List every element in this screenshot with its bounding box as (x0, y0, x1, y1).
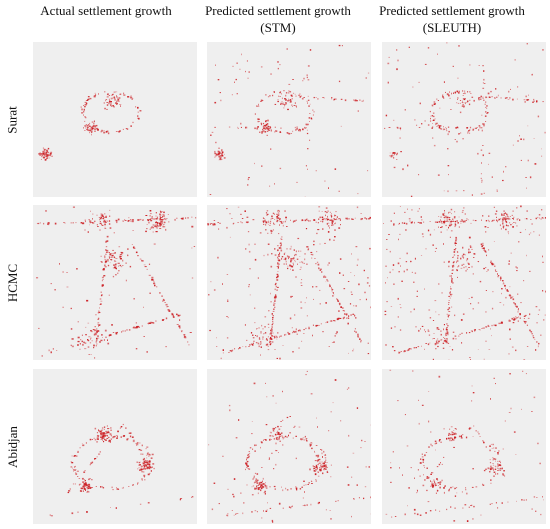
column-header-stm: Predicted settlement growth (STM) (188, 2, 368, 36)
map-panel-hcmc-actual (33, 205, 197, 360)
map-panel-hcmc-sleuth (382, 205, 546, 360)
growth-pattern (36, 206, 197, 359)
row-label-text: Surat (5, 105, 21, 134)
map-panel-surat-stm (207, 42, 371, 197)
growth-pattern (49, 423, 194, 517)
growth-pattern (209, 44, 370, 197)
column-header-line2: (SLEUTH) (422, 20, 482, 35)
map-panel-surat-actual (33, 42, 197, 197)
map-panel-abidjan-stm (207, 369, 371, 524)
map-panel-abidjan-actual (33, 369, 197, 524)
map-panel-abidjan-sleuth (382, 369, 546, 524)
growth-pattern (38, 91, 142, 161)
column-header-line1: Predicted settlement growth (379, 3, 525, 18)
row-label-surat: Surat (0, 42, 26, 197)
column-header-sleuth: Predicted settlement growth (SLEUTH) (362, 2, 542, 36)
row-label-text: Abidjan (5, 425, 21, 468)
growth-pattern (207, 206, 371, 360)
column-header-line2: (STM) (260, 20, 296, 35)
column-header-line1: Predicted settlement growth (205, 3, 351, 18)
growth-pattern (208, 370, 371, 523)
growth-pattern (383, 205, 546, 360)
map-panel-surat-sleuth (382, 42, 546, 197)
growth-pattern (385, 369, 544, 522)
row-label-text: HCMC (5, 263, 21, 302)
column-header-actual: Actual settlement growth (16, 2, 196, 19)
row-label-hcmc: HCMC (0, 205, 26, 360)
growth-pattern (384, 42, 546, 197)
map-panel-hcmc-stm (207, 205, 371, 360)
column-header-line1: Actual settlement growth (40, 3, 172, 18)
row-label-abidjan: Abidjan (0, 369, 26, 524)
